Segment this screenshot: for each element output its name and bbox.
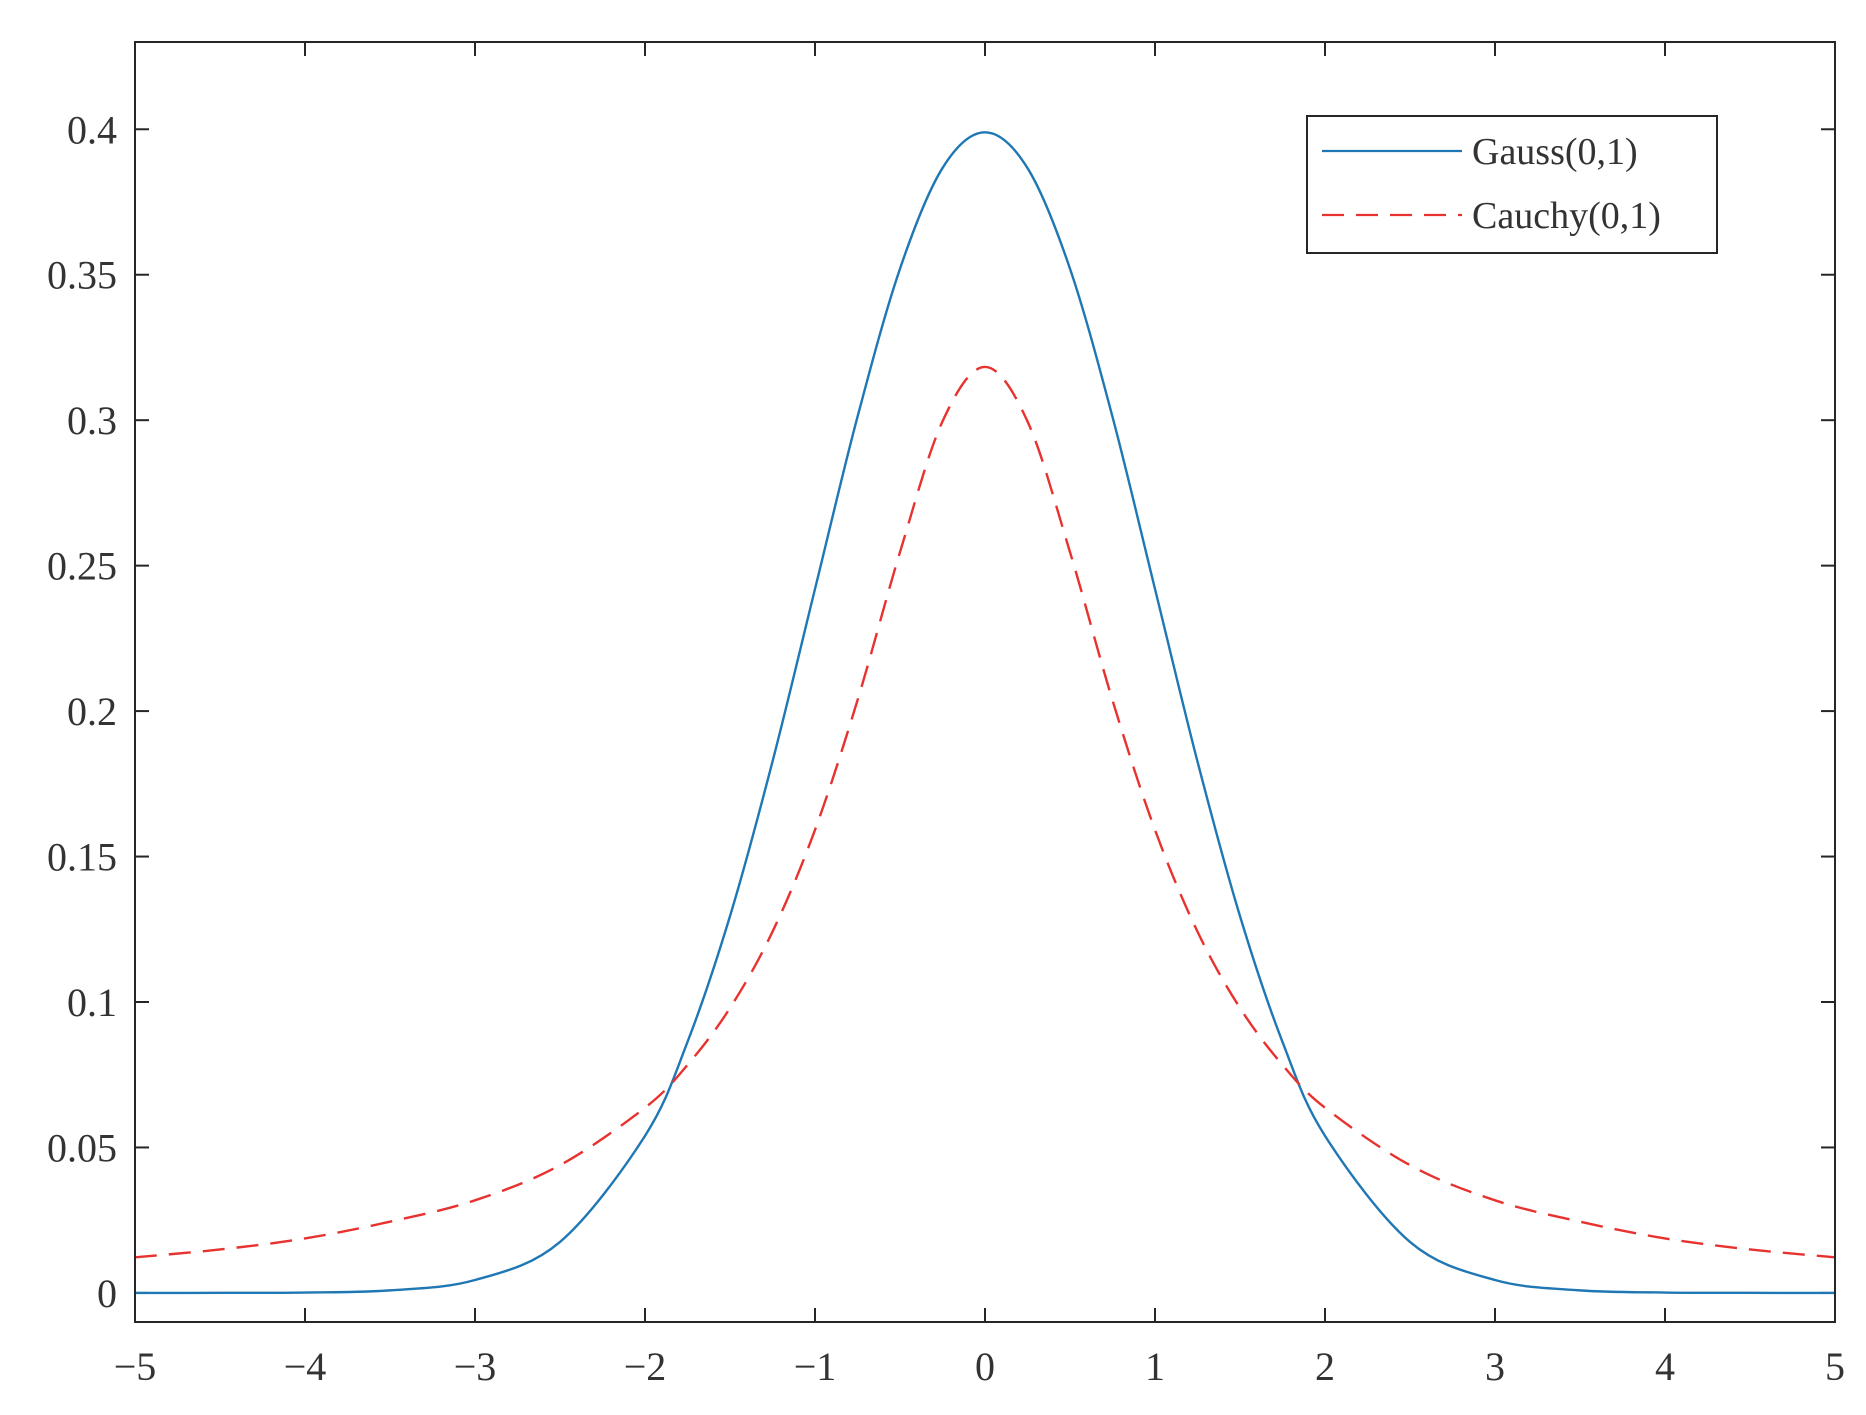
x-tick-label: 0 bbox=[975, 1344, 995, 1389]
x-tick-labels: −5 −4 −3 −2 −1 0 1 2 3 4 5 bbox=[114, 1344, 1845, 1389]
y-tick-label: 0.35 bbox=[47, 253, 117, 298]
y-tick-label: 0.2 bbox=[67, 689, 117, 734]
x-tick-label: 1 bbox=[1145, 1344, 1165, 1389]
series-lines bbox=[134, 131, 1836, 1295]
x-tick-label: −3 bbox=[454, 1344, 497, 1389]
y-tick-label: 0.15 bbox=[47, 835, 117, 880]
y-tick-labels: 0 0.05 0.1 0.15 0.2 0.25 0.3 0.35 0.4 bbox=[47, 107, 117, 1316]
legend-box bbox=[1306, 115, 1718, 254]
y-tick-label: 0.05 bbox=[47, 1125, 117, 1170]
legend: Gauss(0,1) Cauchy(0,1) bbox=[1306, 115, 1718, 254]
x-tick-label: 2 bbox=[1315, 1344, 1335, 1389]
x-tick-label: 5 bbox=[1825, 1344, 1845, 1389]
x-tick-label: 3 bbox=[1485, 1344, 1505, 1389]
series-line-gauss bbox=[134, 131, 1836, 1295]
x-tick-label: −1 bbox=[794, 1344, 837, 1389]
x-tick-label: −5 bbox=[114, 1344, 157, 1389]
legend-label-gauss: Gauss(0,1) bbox=[1472, 131, 1638, 173]
y-tick-label: 0 bbox=[97, 1271, 117, 1316]
y-tick-label: 0.4 bbox=[67, 107, 117, 152]
legend-label-cauchy: Cauchy(0,1) bbox=[1472, 195, 1661, 237]
plot-frame bbox=[134, 41, 1836, 1323]
y-tick-label: 0.25 bbox=[47, 544, 117, 589]
y-tick-label: 0.3 bbox=[67, 398, 117, 443]
y-tick-label: 0.1 bbox=[67, 980, 117, 1025]
x-tick-label: −2 bbox=[624, 1344, 667, 1389]
x-tick-label: 4 bbox=[1655, 1344, 1675, 1389]
x-tick-label: −4 bbox=[284, 1344, 327, 1389]
series-line-cauchy bbox=[134, 365, 1836, 1259]
